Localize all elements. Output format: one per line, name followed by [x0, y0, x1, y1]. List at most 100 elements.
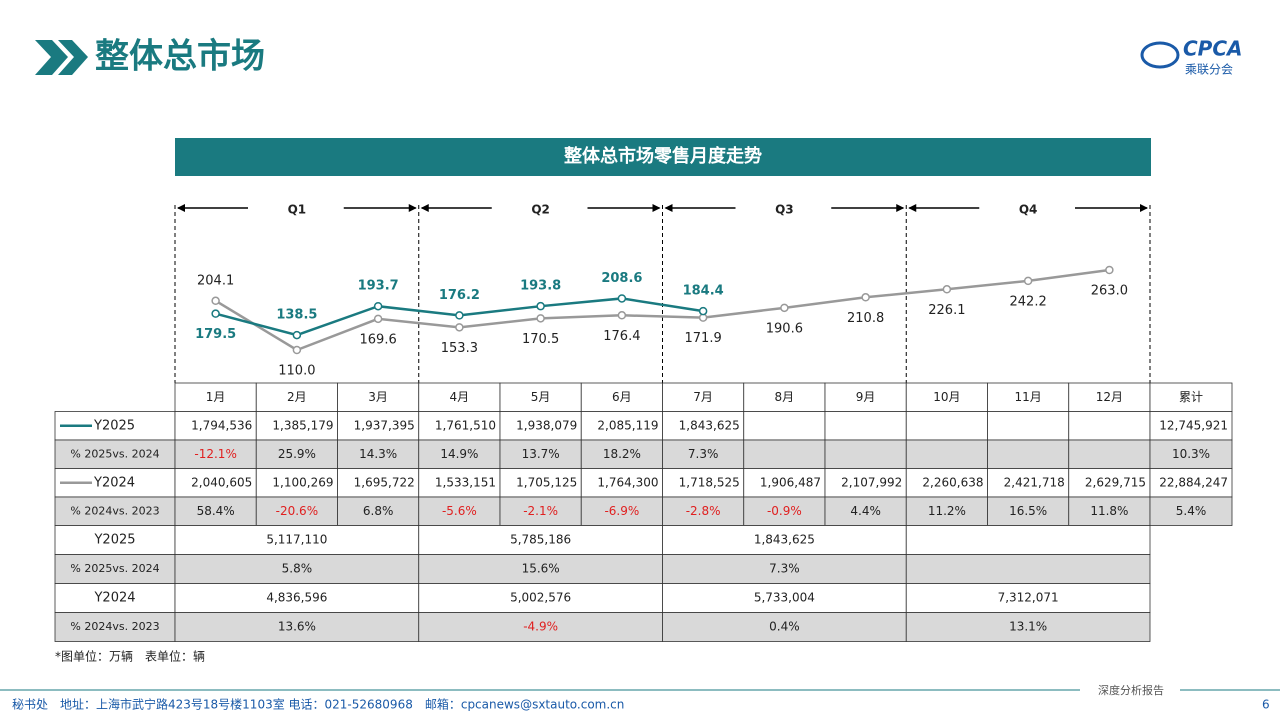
cell-text: 18.2%: [603, 447, 641, 461]
table-cell: [1149, 411, 1233, 441]
table-cell: [418, 583, 663, 613]
data-label: 242.2: [1010, 294, 1047, 309]
cell-text: 2,107,992: [841, 475, 902, 489]
table-cell: [824, 411, 907, 441]
cell-text: 25.9%: [278, 447, 316, 461]
cell-text: 2,040,605: [191, 475, 252, 489]
data-label: 169.6: [360, 332, 397, 347]
point: [455, 311, 464, 320]
data-label: 153.3: [441, 341, 478, 356]
arrow-head: [652, 204, 661, 212]
cell-text: 58.4%: [197, 504, 235, 518]
slide-title: 整体总市场: [95, 37, 265, 77]
table-cell: [905, 525, 1151, 555]
column-header: 6月: [612, 390, 632, 404]
cell-text: 13.1%: [1009, 620, 1047, 634]
table-cell: [662, 525, 907, 555]
table-cell: [54, 612, 176, 642]
table-cell: [905, 612, 1151, 642]
cell-text: 11.8%: [1090, 504, 1128, 518]
table-cell: [905, 439, 988, 469]
arrow-head: [420, 204, 429, 212]
table-cell: [662, 468, 745, 498]
point: [536, 301, 545, 311]
table-cell: [905, 583, 1151, 613]
table-cell: [1068, 468, 1151, 498]
data-label: 171.9: [685, 331, 722, 346]
logo-text: CPCA: [1183, 37, 1243, 61]
data-label: 176.2: [439, 288, 480, 303]
table-cell: [824, 496, 907, 526]
arrow-head: [664, 204, 673, 212]
cell-text: 7.3%: [769, 562, 800, 576]
cell-text: 1,764,300: [597, 475, 658, 489]
point: [292, 330, 302, 340]
cell-text: 6.8%: [363, 504, 394, 518]
table-cell: [174, 583, 420, 613]
cell-text: 1,843,625: [754, 533, 815, 547]
page-number: 6: [1262, 698, 1270, 712]
table-cell: [580, 439, 663, 469]
chevron: [58, 40, 88, 75]
logo-mark: [1140, 41, 1180, 69]
column-header: 8月: [775, 390, 795, 404]
data-label: 210.8: [847, 311, 884, 326]
point: [211, 296, 220, 306]
table-cell: [743, 439, 826, 469]
cell-text: 15.6%: [522, 562, 560, 576]
cell-text: 10.3%: [1172, 447, 1210, 461]
table-cell: [662, 583, 907, 613]
point: [861, 293, 870, 302]
data-label: 226.1: [928, 303, 965, 318]
arrow-head: [1140, 204, 1148, 212]
point: [536, 314, 545, 323]
quarter-label: Q4: [1019, 203, 1038, 217]
arrow-head: [896, 204, 905, 212]
arrow-head: [908, 204, 917, 212]
cell-text: -2.1%: [523, 504, 558, 518]
row-label: Y2024: [93, 591, 135, 606]
data-label: 193.8: [520, 279, 561, 294]
table-cell: [174, 496, 257, 526]
table-cell: [418, 612, 663, 642]
table-cell: [54, 554, 176, 584]
cell-text: 2,629,715: [1085, 475, 1146, 489]
data-label: 184.4: [683, 284, 724, 299]
point: [617, 294, 627, 303]
cell-text: -4.9%: [523, 620, 558, 634]
cell-text: -20.6%: [276, 504, 318, 518]
cell-text: 5,002,576: [510, 591, 571, 605]
point: [780, 303, 789, 313]
column-header: 12月: [1096, 390, 1123, 404]
table-cell: [987, 411, 1070, 441]
column-header: 5月: [531, 390, 551, 404]
legend-label: Y2025: [93, 418, 135, 433]
column-header: 4月: [450, 390, 470, 404]
cell-text: 2,085,119: [597, 418, 658, 432]
data-label: 179.5: [195, 327, 236, 342]
table-cell: [824, 382, 907, 412]
cell-text: 4.4%: [850, 504, 881, 518]
point: [373, 301, 383, 311]
column-header: 9月: [856, 390, 876, 404]
table-cell: [174, 468, 257, 498]
table-cell: [1068, 439, 1151, 469]
table-cell: [418, 554, 663, 584]
table-cell: [54, 439, 176, 469]
cell-text: 1,906,487: [760, 475, 821, 489]
cell-text: 16.5%: [1009, 504, 1047, 518]
data-label: 204.1: [197, 273, 234, 288]
row-label: % 2025vs. 2024: [70, 562, 159, 575]
table-cell: [54, 583, 176, 613]
cell-text: 7,312,071: [998, 591, 1059, 605]
table-cell: [824, 468, 907, 498]
table-cell: [662, 439, 745, 469]
cell-text: -0.9%: [767, 504, 802, 518]
table-cell: [580, 382, 663, 412]
quarter-label: Q3: [775, 203, 794, 217]
row-label: % 2025vs. 2024: [70, 447, 159, 460]
table-cell: [905, 468, 988, 498]
table-cell: [662, 554, 907, 584]
cell-text: 4,836,596: [266, 591, 327, 605]
cell-text: 14.9%: [440, 447, 478, 461]
